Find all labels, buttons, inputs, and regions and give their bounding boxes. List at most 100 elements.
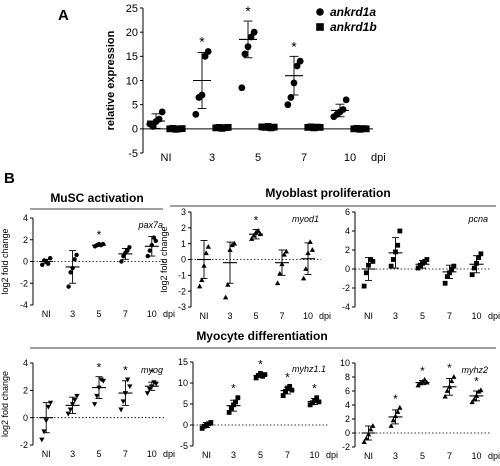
data-point-myod1 <box>283 248 290 254</box>
data-point-pax7a <box>40 262 45 267</box>
x-tick-label-myod1: 3 <box>227 311 232 321</box>
data-point-myhz1-1 <box>231 402 236 408</box>
x-tick-label-myhz2: 5 <box>420 451 425 461</box>
data-point-myhz1-1 <box>253 375 259 381</box>
data-point-myod1 <box>277 270 283 276</box>
y-axis-label-A: relative expression <box>105 30 117 130</box>
data-point-myod1 <box>199 277 205 283</box>
data-point-pcna <box>397 228 403 234</box>
data-point-myog <box>120 399 126 405</box>
x-unit-label-pcna: dpi <box>488 311 500 321</box>
y-tick-label-myog: -2 <box>20 440 28 450</box>
x-tick-label-pax7a: 5 <box>96 309 101 319</box>
data-point-pax7a <box>46 261 51 266</box>
gene-label-pcna: pcna <box>467 214 488 224</box>
data-point-myhz2 <box>390 417 396 423</box>
x-tick-label-pax7a: NI <box>42 309 51 319</box>
data-point-myhz2 <box>473 393 480 398</box>
x-tick-label-myhz2: 7 <box>447 451 452 461</box>
y-tick-label-myod1: 1 <box>181 239 186 249</box>
section-title-musc: MuSC activation <box>50 191 143 205</box>
data-point-myod1 <box>300 275 307 281</box>
y-tick-label-myod1: -2 <box>178 286 186 296</box>
data-point-myog <box>69 402 76 407</box>
data-point-pcna <box>370 259 376 264</box>
significance-star-pax7a: * <box>97 228 102 242</box>
y-tick-label-myog: 2 <box>23 385 28 395</box>
data-point-myod1 <box>248 236 255 241</box>
x-tick-label-myog: NI <box>42 449 51 459</box>
data-point-pax7a <box>74 252 79 258</box>
data-point-pcna <box>476 255 482 260</box>
y-tick-label-A: 5 <box>132 100 138 112</box>
data-point-A <box>204 48 212 55</box>
data-point-myhz2 <box>417 380 423 386</box>
data-point-myhz2 <box>422 376 428 382</box>
x-tick-label-A: 10 <box>344 152 356 164</box>
data-point-myog <box>98 377 104 383</box>
section-title-myocyte: Myocyte differentiation <box>196 329 327 343</box>
data-point-A <box>250 28 258 36</box>
data-point-myod1 <box>225 281 231 287</box>
x-tick-label-myog: 3 <box>70 449 75 459</box>
data-point-myog <box>124 377 131 383</box>
data-point-myhz2 <box>469 399 475 405</box>
data-point-myod1 <box>255 228 261 233</box>
data-point-pax7a <box>149 242 154 248</box>
x-unit-label-myhz2: dpi <box>488 451 500 461</box>
significance-star-myod1: * <box>254 213 259 227</box>
data-point-myhz1-1 <box>280 393 286 398</box>
data-point-myog <box>153 381 159 387</box>
data-point-pcna <box>390 257 396 262</box>
data-point-myhz2 <box>370 423 376 428</box>
data-point-myhz2 <box>478 387 484 393</box>
data-point-myog <box>122 391 129 396</box>
legend-label-1: ankrd1b <box>330 20 377 34</box>
y-tick-label-A: 10 <box>126 75 138 87</box>
x-tick-label-myog: 5 <box>96 449 101 459</box>
y-tick-label-myhz2: -2 <box>342 442 350 452</box>
gene-label-myod1: myod1 <box>292 214 319 224</box>
x-tick-label-A: NI <box>161 152 172 164</box>
data-point-A <box>342 96 350 104</box>
x-tick-label-myhz1-1: 7 <box>285 450 290 460</box>
significance-star-myog: * <box>149 366 154 380</box>
section-title-myoblast: Myoblast proliferation <box>265 186 390 200</box>
data-point-myhz1-1 <box>228 405 234 411</box>
y-tick-label-myhz1-1: 5 <box>183 399 188 409</box>
x-tick-label-myod1: NI <box>200 311 209 321</box>
data-point-myog <box>127 384 133 390</box>
data-point-myhz2 <box>361 439 367 445</box>
significance-star-myhz2: * <box>420 364 425 378</box>
data-point-myog <box>144 391 151 396</box>
y-tick-label-A: 25 <box>126 3 138 15</box>
data-point-myhz1-1 <box>314 395 320 401</box>
data-point-A <box>287 94 295 101</box>
y-tick-label-myhz2: 0 <box>345 428 350 438</box>
data-point-myhz2 <box>363 435 369 441</box>
data-point-myhz2 <box>449 378 455 384</box>
data-point-pcna <box>451 263 457 269</box>
x-tick-label-myod1: 7 <box>279 311 284 321</box>
data-point-myog <box>94 393 100 399</box>
x-tick-label-pcna: 7 <box>447 311 452 321</box>
data-point-pcna <box>471 265 477 271</box>
data-point-myhz1-1 <box>208 420 214 425</box>
data-point-myod1 <box>227 247 233 252</box>
y-tick-label-myod1: 0 <box>181 255 186 265</box>
significance-star-myhz1-1: * <box>285 370 290 384</box>
x-unit-label-myog: dpi <box>163 449 175 459</box>
data-point-myod1 <box>274 280 281 286</box>
data-point-pcna <box>388 263 394 269</box>
data-point-A <box>198 91 206 99</box>
y-tick-label-myhz2: 8 <box>345 372 350 382</box>
data-point-pax7a <box>68 270 73 275</box>
data-point-myhz2 <box>424 379 430 385</box>
data-point-myog <box>118 407 124 413</box>
data-point-pax7a <box>121 253 126 259</box>
data-point-myod1 <box>309 247 316 252</box>
data-point-pax7a <box>127 245 132 250</box>
data-point-myhz1-1 <box>287 383 293 389</box>
data-point-pcna <box>447 270 452 276</box>
